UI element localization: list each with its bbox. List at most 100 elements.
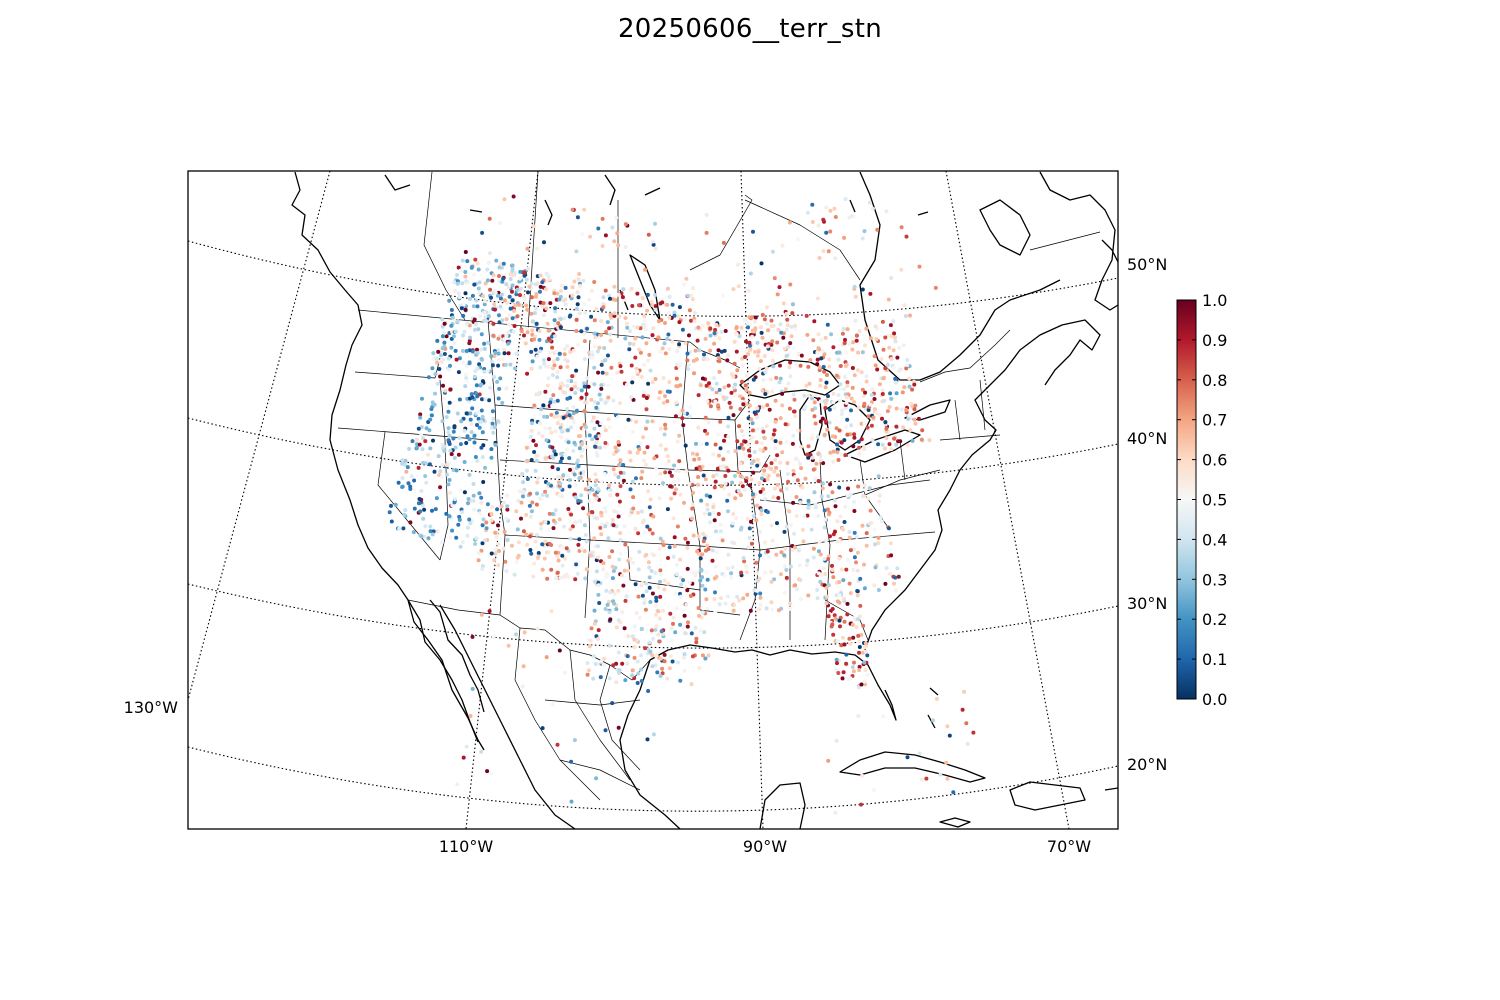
station-point [568, 350, 573, 354]
station-point [567, 413, 572, 418]
station-point [775, 292, 780, 297]
station-point [811, 546, 816, 551]
station-point [556, 321, 561, 326]
station-point [628, 556, 633, 561]
station-point [705, 502, 710, 507]
station-point [577, 446, 582, 451]
station-point [694, 636, 699, 641]
station-point [584, 400, 589, 405]
station-point [526, 266, 531, 271]
station-point [521, 529, 526, 534]
station-point [826, 614, 831, 619]
station-point [574, 368, 579, 373]
station-point [662, 652, 667, 657]
station-point [711, 510, 716, 515]
station-point [733, 496, 738, 501]
station-point [522, 273, 527, 278]
station-point [663, 422, 668, 427]
station-point [658, 594, 663, 599]
station-point [560, 545, 565, 550]
station-point [654, 598, 659, 603]
station-point [645, 737, 650, 742]
station-point [501, 546, 506, 551]
station-point [814, 461, 819, 466]
station-point [788, 360, 793, 365]
station-point [489, 518, 494, 523]
station-point [555, 291, 560, 296]
station-point [658, 572, 663, 577]
station-point [747, 526, 752, 531]
station-point [587, 477, 591, 482]
station-point [785, 317, 790, 322]
station-point [596, 628, 601, 633]
station-point [748, 271, 753, 276]
station-point [533, 468, 538, 473]
station-point [678, 383, 683, 388]
station-point [572, 384, 577, 389]
station-point [522, 270, 527, 275]
station-point [640, 469, 645, 474]
station-point [466, 501, 470, 506]
station-point [722, 385, 727, 390]
station-point [847, 215, 852, 220]
station-point [572, 472, 577, 477]
station-point [585, 661, 590, 666]
station-point [654, 595, 659, 600]
station-point [404, 469, 409, 474]
station-point [489, 425, 494, 430]
station-point [642, 450, 647, 455]
station-point [889, 276, 894, 280]
station-point [746, 545, 751, 550]
station-point [759, 476, 764, 481]
station-point [822, 352, 827, 357]
station-point [776, 608, 781, 613]
station-point [769, 389, 774, 394]
station-point [550, 373, 555, 377]
station-point [881, 714, 886, 719]
station-point [526, 290, 530, 295]
station-point [668, 484, 673, 489]
station-point [630, 673, 635, 678]
station-point [715, 353, 720, 358]
station-point [637, 615, 642, 620]
station-point [412, 478, 417, 483]
station-point [916, 416, 921, 421]
station-point [627, 513, 632, 518]
station-point [839, 643, 844, 648]
station-point [603, 728, 608, 733]
station-point [508, 362, 513, 367]
station-point [461, 360, 466, 365]
station-point [534, 532, 539, 537]
station-point [685, 624, 690, 629]
station-point [427, 428, 432, 433]
station-point [592, 344, 597, 349]
station-point [620, 573, 624, 578]
colorbar: 0.00.10.20.30.40.50.60.70.80.91.0 [1176, 291, 1227, 709]
station-point [843, 504, 848, 509]
station-point [852, 435, 857, 440]
station-point [753, 349, 757, 354]
station-point [677, 433, 682, 438]
station-point [744, 479, 749, 484]
station-point [658, 426, 663, 431]
station-point [873, 324, 878, 329]
station-point [665, 454, 670, 459]
station-point [780, 403, 785, 408]
station-point [587, 433, 592, 438]
station-point [750, 435, 754, 440]
station-point [771, 364, 776, 369]
station-point [591, 514, 596, 518]
station-point [407, 446, 412, 451]
station-point [746, 448, 751, 453]
station-point [690, 502, 695, 507]
station-point [538, 273, 543, 278]
station-point [774, 465, 779, 470]
station-point [504, 386, 509, 391]
station-point [822, 432, 827, 437]
station-point [428, 529, 433, 534]
station-point [782, 346, 787, 351]
station-point [495, 507, 500, 512]
station-point [460, 540, 465, 545]
station-point [478, 314, 483, 319]
station-point [850, 622, 855, 627]
